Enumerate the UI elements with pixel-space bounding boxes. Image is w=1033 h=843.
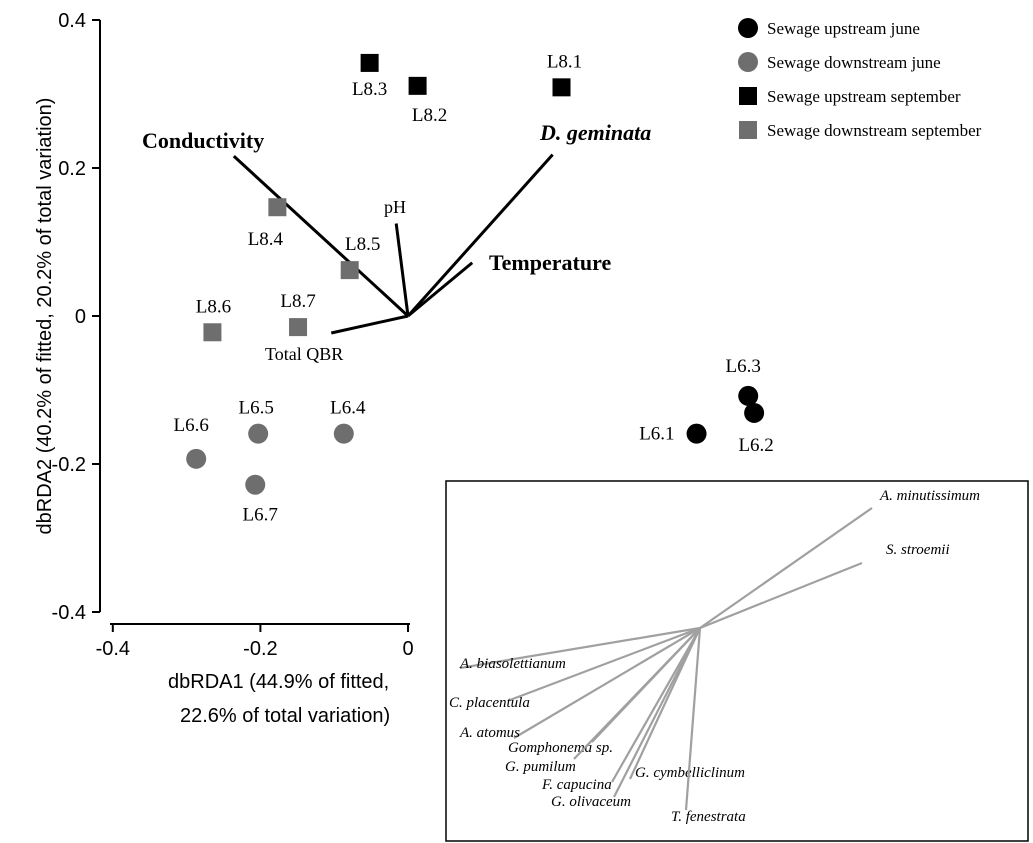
point-label-l6-6: L6.6 <box>174 415 209 436</box>
point-l6-4 <box>333 423 354 444</box>
y-tick-label: 0.2 <box>58 158 86 180</box>
y-tick-label: 0.4 <box>58 10 86 32</box>
point-l8-4 <box>268 198 287 217</box>
y-tick-label: -0.2 <box>52 454 86 476</box>
y-axis-title: dbRDA2 (40.2% of fitted, 20.2% of total … <box>34 98 56 535</box>
species-label-gomphonema-sp: Gomphonema sp. <box>508 740 613 756</box>
point-l8-1 <box>552 78 571 97</box>
species-label-t-fenestrata: T. fenestrata <box>671 809 746 825</box>
point-label-l6-3: L6.3 <box>726 356 761 377</box>
legend-marker-sewage-downstream-september <box>739 121 757 139</box>
point-l6-1 <box>686 423 707 444</box>
vector-label-temperature: Temperature <box>489 250 611 275</box>
point-label-l6-4: L6.4 <box>330 398 366 419</box>
legend-marker-sewage-upstream-june <box>738 18 758 38</box>
species-label-a-minutissimum: A. minutissimum <box>879 488 980 504</box>
legend-label-sewage-upstream-june: Sewage upstream june <box>767 19 920 38</box>
vector-label-d-geminata: D. geminata <box>539 120 651 145</box>
species-vector-c-placentula <box>509 626 701 702</box>
legend-label-sewage-downstream-september: Sewage downstream september <box>767 121 982 140</box>
species-label-a-biasolettianum: A. biasolettianum <box>459 656 566 672</box>
species-vector-s-stroemii <box>699 561 863 630</box>
point-l8-6 <box>203 323 222 342</box>
point-label-l8-7: L8.7 <box>280 291 315 312</box>
vector-ph <box>394 223 410 317</box>
point-label-l8-4: L8.4 <box>248 229 284 250</box>
point-l6-6 <box>186 448 207 469</box>
point-l6-7 <box>245 474 266 495</box>
species-vector-f-capucina <box>611 627 701 783</box>
point-label-l8-5: L8.5 <box>345 234 380 255</box>
y-tick-label: 0 <box>75 306 86 328</box>
legend-marker-sewage-upstream-september <box>739 87 757 105</box>
vector-label-ph: pH <box>384 197 406 217</box>
point-l6-2 <box>744 402 765 423</box>
point-label-l8-2: L8.2 <box>412 105 447 126</box>
axes: -0.4 -0.2 0 0.2 0.4 -0.4 -0.2 0 dbRDA2 (40.2% … <box>34 10 414 727</box>
species-label-s-stroemii: S. stroemii <box>886 542 950 558</box>
point-l8-5 <box>340 261 359 280</box>
point-label-l8-1: L8.1 <box>547 51 582 72</box>
y-ticks: -0.4 -0.2 0 0.2 0.4 <box>52 10 100 624</box>
point-label-l6-1: L6.1 <box>639 424 674 445</box>
vector-d-geminata <box>406 153 554 318</box>
point-l8-2 <box>408 76 427 95</box>
y-tick-label: -0.4 <box>52 602 86 624</box>
point-l8-7 <box>289 318 308 337</box>
x-tick-label: -0.2 <box>243 638 277 660</box>
point-l6-3 <box>738 385 759 406</box>
species-inset: A. minutissimum S. stroemii A. biasolettia… <box>445 480 1029 842</box>
species-label-g-olivaceum: G. olivaceum <box>551 794 631 810</box>
species-label-a-atomus: A. atomus <box>459 725 520 741</box>
x-tick-label: -0.4 <box>96 638 130 660</box>
sample-points: L6.1 L6.2 L6.3 L6.4 L6.5 L6.6 L6.7 L8.1 L8.2 L8.3… <box>174 51 774 525</box>
species-label-c-placentula: C. placentula <box>449 695 530 711</box>
point-l8-3 <box>360 53 379 72</box>
point-label-l6-5: L6.5 <box>239 398 274 419</box>
point-label-l8-3: L8.3 <box>352 79 387 100</box>
environmental-vectors: Conductivity D. geminata pH Temperature Tota… <box>142 120 651 364</box>
inset-frame <box>445 480 1029 842</box>
x-axis-title-line-1: dbRDA1 (44.9% of fitted, <box>168 671 389 693</box>
x-axis-title-line-2: 22.6% of total variation) <box>180 705 390 727</box>
inset-species-vectors: A. minutissimum S. stroemii A. biasolettia… <box>449 488 980 825</box>
vector-label-conductivity: Conductivity <box>142 128 264 153</box>
vector-conductivity <box>232 155 410 318</box>
species-vector-a-biasolettianum <box>459 626 701 670</box>
legend-label-sewage-downstream-june: Sewage downstream june <box>767 53 941 72</box>
legend-label-sewage-upstream-september: Sewage upstream september <box>767 87 961 106</box>
species-label-g-cymbelliclinum: G. cymbelliclinum <box>635 765 745 781</box>
species-label-g-pumilum: G. pumilum <box>505 759 576 775</box>
point-label-l6-7: L6.7 <box>243 505 278 526</box>
vector-label-total-qbr: Total QBR <box>265 344 343 364</box>
vector-temperature <box>407 261 474 318</box>
species-label-f-capucina: F. capucina <box>541 777 612 793</box>
species-vector-g-olivaceum <box>613 627 701 798</box>
vector-total-qbr <box>330 314 409 335</box>
point-label-l8-6: L8.6 <box>196 296 231 317</box>
x-tick-label: 0 <box>402 638 413 660</box>
point-l6-5 <box>248 423 269 444</box>
species-vector-a-atomus <box>513 627 701 739</box>
species-vector-a-minutissimum <box>699 507 873 629</box>
x-ticks: -0.4 -0.2 0 <box>96 624 414 660</box>
species-vector-t-fenestrata <box>684 627 702 811</box>
legend: Sewage upstream june Sewage downstream ju… <box>738 18 982 140</box>
species-vector-g-pumilum <box>573 627 701 760</box>
legend-marker-sewage-downstream-june <box>738 52 758 72</box>
point-label-l6-2: L6.2 <box>738 435 773 456</box>
